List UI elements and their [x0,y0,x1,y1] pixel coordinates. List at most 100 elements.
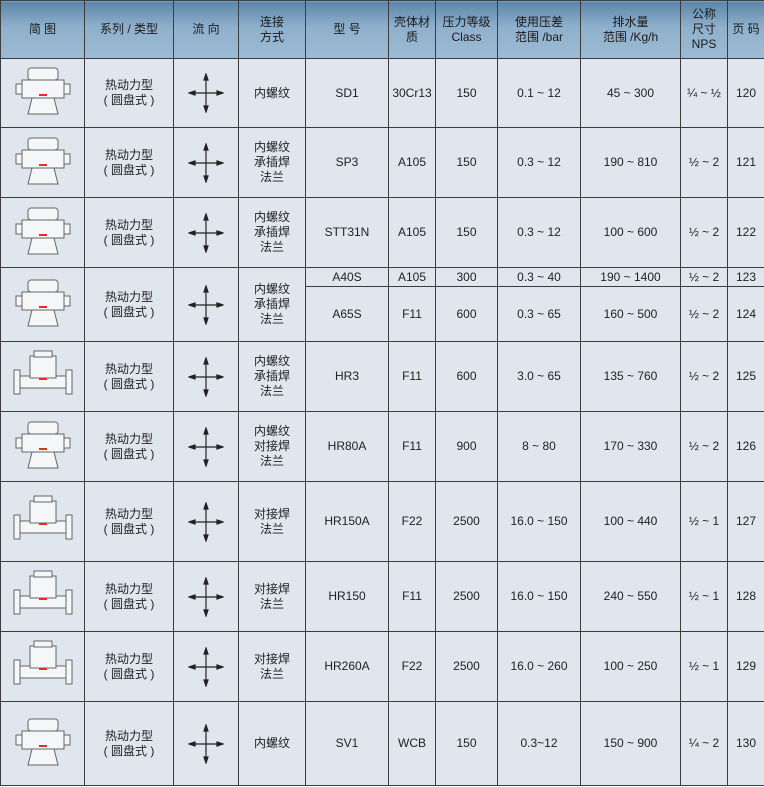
series-type: 热动力型 ( 圆盘式 ) [84,481,174,562]
table-row: 热动力型 ( 圆盘式 ) 内螺纹 承插焊 法兰 HR3 F11 600 3.0 ~ 65 1… [0,341,764,412]
class: 300 [435,267,498,287]
header-material: 壳体材 质 [388,0,436,59]
material: F22 [388,481,436,562]
thermodynamic-trap-sv1-icon [15,718,70,765]
nps: ¼ ~ ½ [680,58,728,128]
connection-type: 对接焊 法兰 [238,631,306,702]
model: SD1 [305,58,389,128]
class: 600 [435,286,498,342]
pressure-range: 3.0 ~ 65 [497,341,581,412]
header-row: 简 图系列 / 类型流 向连接 方式型 号壳体材 质压力等级 Class 使用压差… [0,0,764,59]
page: 120 [727,58,764,128]
capacity-range: 100 ~ 440 [580,481,681,562]
product-diagram [0,197,85,268]
nps: ½ ~ 1 [680,561,728,632]
product-diagram [0,481,85,562]
header-series-type: 系列 / 类型 [84,0,174,59]
thermodynamic-trap-a40s-icon [15,279,70,326]
table-row: 热动力型 ( 圆盘式 ) 对接焊 法兰 HR150A F22 2500 16.0 ~ 15… [0,481,764,562]
flow-direction [173,631,239,702]
model: HR3 [305,341,389,412]
page: 129 [727,631,764,702]
table-row: A65S F11 600 0.3 ~ 65 160 ~ 500 ½ ~ 2 124 [1,286,764,342]
cross-arrows-icon [188,356,224,397]
product-diagram [0,411,85,482]
table-row: 热动力型 ( 圆盘式 ) 对接焊 法兰 HR150 F11 2500 16.0 ~ 150… [0,561,764,632]
thermodynamic-trap-stt31n-icon [15,207,70,254]
product-diagram [0,127,85,198]
table-row: 热动力型 ( 圆盘式 ) 内螺纹 承插焊 法兰 SP3 A105 150 0.3 ~ 12… [0,127,764,198]
material: A105 [388,127,436,198]
material: WCB [388,701,436,786]
class: 2500 [435,481,498,562]
class: 2500 [435,631,498,702]
cross-arrows-icon [188,426,224,467]
nps: ½ ~ 2 [680,197,728,268]
nps: ½ ~ 1 [680,631,728,702]
pressure-range: 0.3 ~ 40 [497,267,581,287]
capacity-range: 160 ~ 500 [580,286,681,342]
series-type: 热动力型 ( 圆盘式 ) [84,411,174,482]
material: 30Cr13 [388,58,436,128]
flow-direction [173,341,239,412]
cross-arrows-icon [188,142,224,183]
thermodynamic-trap-hr80a-icon [15,421,70,468]
header-connection: 连接 方式 [238,0,306,59]
table-row: 热动力型 ( 圆盘式 ) 内螺纹 承插焊 法兰 A40S A105 300 0.3 ~ 4… [0,267,764,342]
nps: ½ ~ 2 [680,267,728,287]
capacity-range: 100 ~ 250 [580,631,681,702]
product-diagram [0,561,85,632]
connection-type: 对接焊 法兰 [238,481,306,562]
flow-direction [173,411,239,482]
class: 2500 [435,561,498,632]
flow-direction [173,197,239,268]
flow-direction [173,127,239,198]
header-pressure-range: 使用压差 范围 /bar [497,0,581,59]
table-row: 热动力型 ( 圆盘式 ) 内螺纹 承插焊 法兰 STT31N A105 150 0.3 ~… [0,197,764,268]
series-type: 热动力型 ( 圆盘式 ) [84,267,174,342]
connection-type: 内螺纹 承插焊 法兰 [238,267,306,342]
thermodynamic-trap-hr3-icon [13,350,72,394]
product-diagram [0,267,85,342]
series-type: 热动力型 ( 圆盘式 ) [84,127,174,198]
material: F22 [388,631,436,702]
cross-arrows-icon [188,73,224,113]
nps: ¼ ~ 2 [680,701,728,786]
connection-type: 内螺纹 对接焊 法兰 [238,411,306,482]
cross-arrows-icon [188,576,224,617]
series-type: 热动力型 ( 圆盘式 ) [84,561,174,632]
model: STT31N [305,197,389,268]
model: SV1 [305,701,389,786]
header-page: 页 码 [727,0,764,59]
page: 130 [727,701,764,786]
pressure-range: 0.1 ~ 12 [497,58,581,128]
class: 600 [435,341,498,412]
thermodynamic-trap-sp3-icon [15,137,70,184]
cross-arrows-icon [188,723,224,764]
connection-type: 内螺纹 承插焊 法兰 [238,341,306,412]
nps: ½ ~ 2 [680,411,728,482]
thermodynamic-trap-sd1-icon [15,67,70,115]
class: 900 [435,411,498,482]
class: 150 [435,58,498,128]
nps: ½ ~ 2 [680,286,728,342]
flow-direction [173,58,239,128]
flow-direction [173,701,239,786]
connection-type: 内螺纹 [238,58,306,128]
pressure-range: 0.3 ~ 65 [497,286,581,342]
material: F11 [388,411,436,482]
material: F11 [388,286,436,342]
table-row: 热动力型 ( 圆盘式 ) 内螺纹 SV1 WCB 150 0.3~12 150 ~ 900 ¼… [0,701,764,786]
connection-type: 内螺纹 [238,701,306,786]
cross-arrows-icon [188,284,224,325]
page: 126 [727,411,764,482]
connection-type: 内螺纹 承插焊 法兰 [238,197,306,268]
capacity-range: 45 ~ 300 [580,58,681,128]
header-flow: 流 向 [173,0,239,59]
header-diagram: 简 图 [0,0,85,59]
capacity-range: 190 ~ 1400 [580,267,681,287]
capacity-range: 135 ~ 760 [580,341,681,412]
pressure-range: 16.0 ~ 260 [497,631,581,702]
table-row: 热动力型 ( 圆盘式 ) 内螺纹 对接焊 法兰 HR80A F11 900 8 ~ 80 1… [0,411,764,482]
